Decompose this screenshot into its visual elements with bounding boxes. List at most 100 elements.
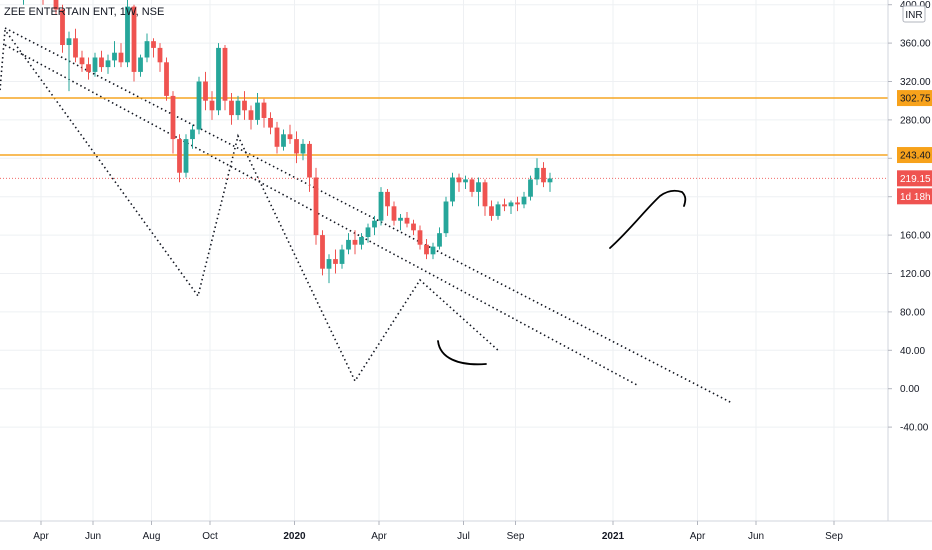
- candle-body: [352, 239, 358, 245]
- candle-body: [229, 100, 234, 116]
- candle: [476, 177, 481, 207]
- candle-body: [216, 47, 221, 111]
- candle: [138, 54, 143, 77]
- candle-body: [248, 110, 254, 120]
- candle: [53, 0, 59, 15]
- candle-body: [53, 0, 59, 10]
- candle-body: [222, 47, 228, 101]
- trendline-upper: [4, 27, 733, 404]
- x-tick-label: Jun: [748, 531, 764, 542]
- candle-body: [294, 139, 299, 154]
- candle-body: [456, 177, 462, 183]
- candle: [248, 105, 254, 130]
- trendline-zigzag: [0, 27, 501, 383]
- candle: [261, 98, 267, 128]
- candle-body: [235, 100, 241, 116]
- candle-body: [60, 9, 65, 46]
- candle: [255, 93, 260, 125]
- candle: [164, 57, 169, 101]
- x-tick-label: Oct: [202, 531, 218, 542]
- candle: [359, 233, 364, 250]
- x-tick-label: 2021: [602, 531, 625, 542]
- candle-body: [417, 230, 423, 245]
- candle-body: [502, 204, 507, 207]
- candle-body: [287, 134, 293, 140]
- candle-body: [320, 235, 325, 269]
- candle: [528, 175, 533, 201]
- candle-body: [125, 6, 130, 63]
- candle: [125, 0, 130, 68]
- currency-button[interactable]: [902, 5, 926, 23]
- candle: [333, 249, 338, 274]
- candle-body: [138, 57, 143, 72]
- candle-body: [515, 202, 520, 205]
- candle: [86, 57, 91, 80]
- level-badge: [897, 90, 932, 107]
- candle: [281, 129, 286, 151]
- candle: [203, 71, 208, 111]
- candle-body: [398, 217, 403, 221]
- candle-body: [131, 6, 137, 72]
- candle: [268, 112, 273, 135]
- currency-label: INR: [905, 10, 922, 21]
- candle-body: [105, 60, 111, 68]
- candle-body: [339, 249, 345, 264]
- candle: [450, 172, 455, 207]
- candle: [235, 95, 241, 120]
- trendlines: [0, 27, 733, 404]
- x-axis: Apr Jun Aug Oct 2020 Apr Jul Sep 2021 Apr Jun Sep: [33, 521, 843, 542]
- candle-body: [86, 64, 91, 72]
- candle: [66, 31, 72, 92]
- candle: [118, 43, 124, 68]
- candle: [183, 134, 189, 178]
- y-tick-label: 320.00: [900, 77, 931, 88]
- candle: [307, 141, 312, 192]
- candle-body: [170, 95, 176, 140]
- candle: [99, 50, 104, 72]
- candle: [398, 213, 403, 231]
- candle: [326, 254, 332, 284]
- candle: [515, 196, 520, 212]
- candle-body: [307, 143, 312, 178]
- candle: [385, 189, 390, 216]
- x-tick-label: Aug: [143, 531, 161, 542]
- candle-body: [469, 179, 475, 192]
- candle: [417, 225, 423, 250]
- candle: [346, 233, 351, 255]
- candle: [430, 242, 436, 260]
- candle-body: [508, 202, 514, 207]
- level-badge-label: 302.75: [900, 94, 931, 105]
- hand-drawings: [437, 189, 687, 366]
- candle-body: [92, 57, 98, 72]
- candle: [157, 43, 163, 72]
- y-tick-label: 160.00: [900, 231, 931, 242]
- candle-body: [326, 259, 332, 269]
- candle-body: [73, 38, 78, 58]
- candle: [404, 212, 410, 228]
- candle: [456, 173, 462, 192]
- candle-body: [372, 220, 377, 228]
- candle: [79, 50, 85, 72]
- last-price-label: 219.15: [900, 174, 931, 185]
- countdown-badge: [897, 188, 932, 205]
- x-tick-label: 2020: [283, 531, 306, 542]
- candle: [92, 52, 98, 77]
- candle-body: [430, 246, 436, 255]
- candle: [502, 198, 507, 212]
- candle: [73, 28, 78, 63]
- x-tick-label: Sep: [825, 531, 843, 542]
- x-tick-label: Sep: [507, 531, 525, 542]
- candle: [300, 139, 306, 161]
- candle-body: [255, 102, 260, 120]
- x-tick-label: Jun: [85, 531, 101, 542]
- candle: [177, 134, 182, 183]
- candle: [229, 93, 234, 125]
- candle: [489, 200, 494, 221]
- candle: [495, 201, 501, 220]
- candle-body: [196, 81, 202, 130]
- candle: [144, 33, 150, 63]
- candle-body: [164, 62, 169, 96]
- candle-body: [411, 223, 416, 231]
